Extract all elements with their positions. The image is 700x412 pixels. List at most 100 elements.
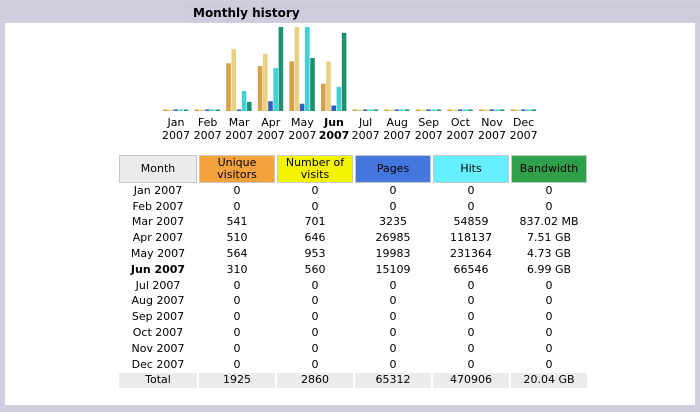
- month-label: Apr 2007: [251, 116, 291, 142]
- cell-pages: 0: [389, 278, 397, 292]
- table-row: Apr 2007 510 646 26985 118137 7.51 GB: [119, 230, 587, 246]
- month-year: 2007: [288, 129, 317, 142]
- cell-visits: 646: [304, 231, 326, 245]
- month-label: Dec 2007: [504, 116, 544, 142]
- cell-bandwidth: 0: [545, 199, 553, 213]
- cell-pages: 3235: [379, 215, 407, 229]
- table-total-row: Total 1925 2860 65312 470906 20.04 GB: [119, 372, 587, 389]
- cell-visits: 0: [311, 326, 319, 340]
- month-year: 2007: [162, 129, 190, 142]
- cell-month: Apr 2007: [132, 231, 184, 245]
- month-year: 2007: [351, 129, 380, 142]
- column-header-bandwidth: Bandwidth: [511, 155, 587, 183]
- cell-pages: 0: [389, 310, 397, 324]
- cell-hits: 0: [467, 199, 475, 213]
- bar-unique-visitors-jul-2007: [352, 109, 358, 111]
- bar-hits-feb-2007: [210, 109, 215, 111]
- table-row: Jun 2007 310 560 15109 66546 6.99 GB: [119, 262, 587, 278]
- cell-month: Jun 2007: [130, 262, 186, 276]
- month-label: Aug 2007: [377, 116, 417, 142]
- month-label: May 2007: [282, 116, 322, 142]
- monthly-bar-chart: [163, 27, 536, 111]
- month-name: Jun: [324, 116, 344, 129]
- total-bandwidth: 20.04 GB: [511, 372, 587, 389]
- bar-unique-visitors-jan-2007: [163, 109, 168, 111]
- cell-hits: 0: [467, 183, 475, 197]
- content-panel: [4, 22, 696, 406]
- cell-bandwidth: 0: [545, 294, 553, 308]
- bar-number-of-visits-apr-2007: [263, 54, 268, 111]
- bar-hits-may-2007: [305, 27, 310, 111]
- month-year: 2007: [225, 129, 254, 142]
- bar-unique-visitors-may-2007: [289, 61, 294, 111]
- month-label: Jan 2007: [156, 116, 196, 142]
- cell-visits: 0: [311, 294, 319, 308]
- bar-number-of-visits-sep-2007: [421, 109, 426, 111]
- cell-visits: 0: [311, 199, 319, 213]
- cell-bandwidth: 0: [545, 310, 553, 324]
- bar-pages-may-2007: [299, 103, 305, 111]
- table-row: Feb 2007 0 0 0 0 0: [119, 199, 587, 215]
- cell-bandwidth: 0: [545, 341, 553, 355]
- table-row: Jul 2007 0 0 0 0 0: [119, 278, 587, 294]
- bar-number-of-visits-aug-2007: [389, 109, 394, 111]
- table-row: Mar 2007 541 701 3235 54859 837.02 MB: [119, 215, 587, 231]
- bar-number-of-visits-jul-2007: [357, 109, 363, 111]
- month-year: 2007: [383, 129, 412, 142]
- cell-pages: 15109: [375, 262, 411, 276]
- month-label: Jun 2007: [314, 116, 354, 142]
- bar-bandwidth-gb--may-2007: [310, 58, 315, 111]
- cell-visitors: 0: [233, 199, 241, 213]
- total-label: Total: [119, 372, 197, 389]
- month-name: Jul: [358, 116, 373, 129]
- cell-bandwidth: 0: [545, 357, 553, 371]
- cell-visits: 701: [304, 215, 326, 229]
- cell-pages: 0: [389, 199, 397, 213]
- bar-unique-visitors-sep-2007: [415, 109, 421, 111]
- bar-pages-feb-2007: [205, 109, 210, 111]
- table-row: Sep 2007 0 0 0 0 0: [119, 309, 587, 325]
- table-row: Oct 2007 0 0 0 0 0: [119, 325, 587, 341]
- month-year: 2007: [414, 129, 443, 142]
- bar-bandwidth-gb--oct-2007: [468, 109, 473, 111]
- section-title: Monthly history: [185, 4, 700, 22]
- cell-bandwidth: 7.51 GB: [526, 231, 572, 245]
- cell-month: Feb 2007: [132, 199, 184, 213]
- bar-pages-jun-2007: [331, 105, 336, 111]
- cell-hits: 54859: [453, 215, 489, 229]
- cell-hits: 0: [467, 357, 475, 371]
- month-year: 2007: [193, 129, 222, 142]
- total-visitors: 1925: [199, 372, 275, 389]
- month-label: Mar 2007: [219, 116, 259, 142]
- cell-month: Nov 2007: [131, 341, 185, 355]
- cell-visits: 0: [311, 278, 319, 292]
- month-name: Apr: [261, 116, 281, 129]
- cell-visitors: 0: [233, 278, 241, 292]
- cell-visitors: 0: [233, 326, 241, 340]
- cell-visitors: 0: [233, 357, 241, 371]
- cell-visitors: 564: [226, 247, 248, 261]
- bar-hits-oct-2007: [463, 109, 468, 111]
- bar-hits-jul-2007: [368, 109, 373, 111]
- bar-bandwidth-gb--jun-2007: [341, 32, 347, 111]
- cell-month: Oct 2007: [132, 326, 184, 340]
- column-header-month: Month: [119, 155, 197, 183]
- bar-number-of-visits-jun-2007: [326, 61, 331, 111]
- cell-month: Aug 2007: [131, 294, 185, 308]
- cell-hits: 66546: [453, 262, 489, 276]
- cell-visitors: 310: [226, 262, 248, 276]
- month-label: Jul 2007: [346, 116, 386, 142]
- month-name: Dec: [512, 116, 535, 129]
- cell-hits: 118137: [450, 231, 492, 245]
- total-visits: 2860: [277, 372, 353, 389]
- cell-pages: 0: [389, 183, 397, 197]
- cell-hits: 0: [467, 341, 475, 355]
- cell-pages: 19983: [375, 247, 411, 261]
- cell-visitors: 0: [233, 310, 241, 324]
- monthly-history-table: Month Unique visitors Number of visits P…: [117, 155, 589, 389]
- table-row: Jan 2007 0 0 0 0 0: [119, 183, 587, 199]
- month-name: Nov: [481, 116, 503, 129]
- column-header-number-of-visits: Number of visits: [277, 155, 353, 183]
- bar-bandwidth-gb--sep-2007: [436, 109, 442, 111]
